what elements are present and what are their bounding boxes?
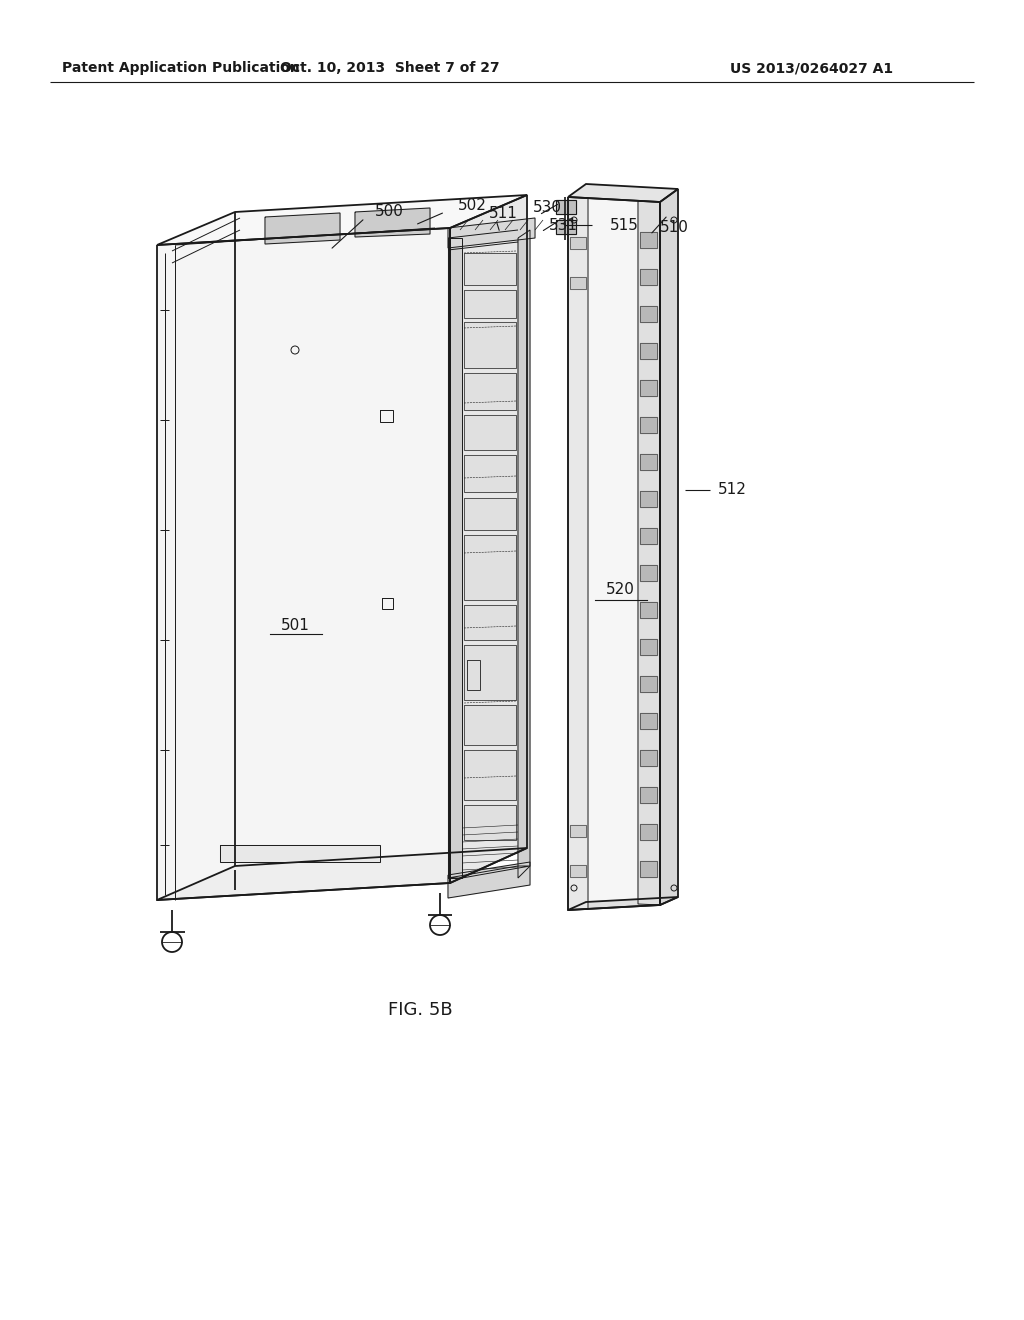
Polygon shape bbox=[640, 787, 657, 803]
Polygon shape bbox=[640, 565, 657, 581]
Text: US 2013/0264027 A1: US 2013/0264027 A1 bbox=[730, 61, 893, 75]
Polygon shape bbox=[640, 380, 657, 396]
Polygon shape bbox=[464, 455, 516, 492]
Polygon shape bbox=[464, 805, 516, 840]
Polygon shape bbox=[464, 322, 516, 368]
Polygon shape bbox=[464, 414, 516, 450]
Polygon shape bbox=[449, 218, 535, 248]
Polygon shape bbox=[464, 705, 516, 744]
Polygon shape bbox=[640, 824, 657, 840]
Polygon shape bbox=[638, 201, 660, 906]
Polygon shape bbox=[640, 602, 657, 618]
Polygon shape bbox=[464, 374, 516, 411]
Polygon shape bbox=[568, 197, 588, 909]
Polygon shape bbox=[640, 269, 657, 285]
Polygon shape bbox=[449, 238, 462, 878]
Polygon shape bbox=[640, 861, 657, 876]
Polygon shape bbox=[220, 845, 380, 862]
Polygon shape bbox=[570, 277, 586, 289]
Polygon shape bbox=[464, 645, 516, 700]
Polygon shape bbox=[640, 417, 657, 433]
Polygon shape bbox=[640, 639, 657, 655]
Polygon shape bbox=[568, 197, 660, 909]
Text: 530: 530 bbox=[532, 201, 561, 215]
Text: 501: 501 bbox=[281, 618, 309, 632]
Polygon shape bbox=[570, 238, 586, 249]
Polygon shape bbox=[570, 825, 586, 837]
Polygon shape bbox=[464, 253, 516, 285]
Polygon shape bbox=[449, 862, 530, 898]
Polygon shape bbox=[640, 491, 657, 507]
Polygon shape bbox=[556, 220, 575, 234]
Polygon shape bbox=[464, 750, 516, 800]
Polygon shape bbox=[464, 605, 516, 640]
Text: 515: 515 bbox=[610, 218, 639, 232]
Text: 511: 511 bbox=[488, 206, 517, 220]
Polygon shape bbox=[640, 750, 657, 766]
Polygon shape bbox=[570, 865, 586, 876]
Polygon shape bbox=[518, 230, 530, 878]
Polygon shape bbox=[640, 454, 657, 470]
Polygon shape bbox=[157, 195, 527, 246]
Polygon shape bbox=[640, 306, 657, 322]
Polygon shape bbox=[265, 213, 340, 244]
Text: FIG. 5B: FIG. 5B bbox=[388, 1001, 453, 1019]
Polygon shape bbox=[640, 343, 657, 359]
Polygon shape bbox=[640, 713, 657, 729]
Polygon shape bbox=[640, 528, 657, 544]
Text: 500: 500 bbox=[375, 205, 403, 219]
Polygon shape bbox=[449, 866, 530, 878]
Polygon shape bbox=[464, 290, 516, 318]
Polygon shape bbox=[464, 535, 516, 601]
Text: Patent Application Publication: Patent Application Publication bbox=[62, 61, 300, 75]
Text: Oct. 10, 2013  Sheet 7 of 27: Oct. 10, 2013 Sheet 7 of 27 bbox=[281, 61, 500, 75]
Polygon shape bbox=[157, 228, 450, 900]
Text: 502: 502 bbox=[458, 198, 486, 214]
Text: 510: 510 bbox=[660, 220, 689, 235]
Text: 531: 531 bbox=[549, 218, 578, 232]
Polygon shape bbox=[568, 898, 678, 909]
Polygon shape bbox=[464, 498, 516, 531]
Polygon shape bbox=[568, 183, 678, 202]
Text: 520: 520 bbox=[605, 582, 635, 598]
Polygon shape bbox=[640, 232, 657, 248]
Polygon shape bbox=[640, 676, 657, 692]
Polygon shape bbox=[556, 201, 575, 214]
Text: 512: 512 bbox=[718, 483, 746, 498]
Polygon shape bbox=[355, 209, 430, 238]
Polygon shape bbox=[660, 189, 678, 906]
Polygon shape bbox=[157, 847, 527, 900]
Polygon shape bbox=[450, 195, 527, 883]
